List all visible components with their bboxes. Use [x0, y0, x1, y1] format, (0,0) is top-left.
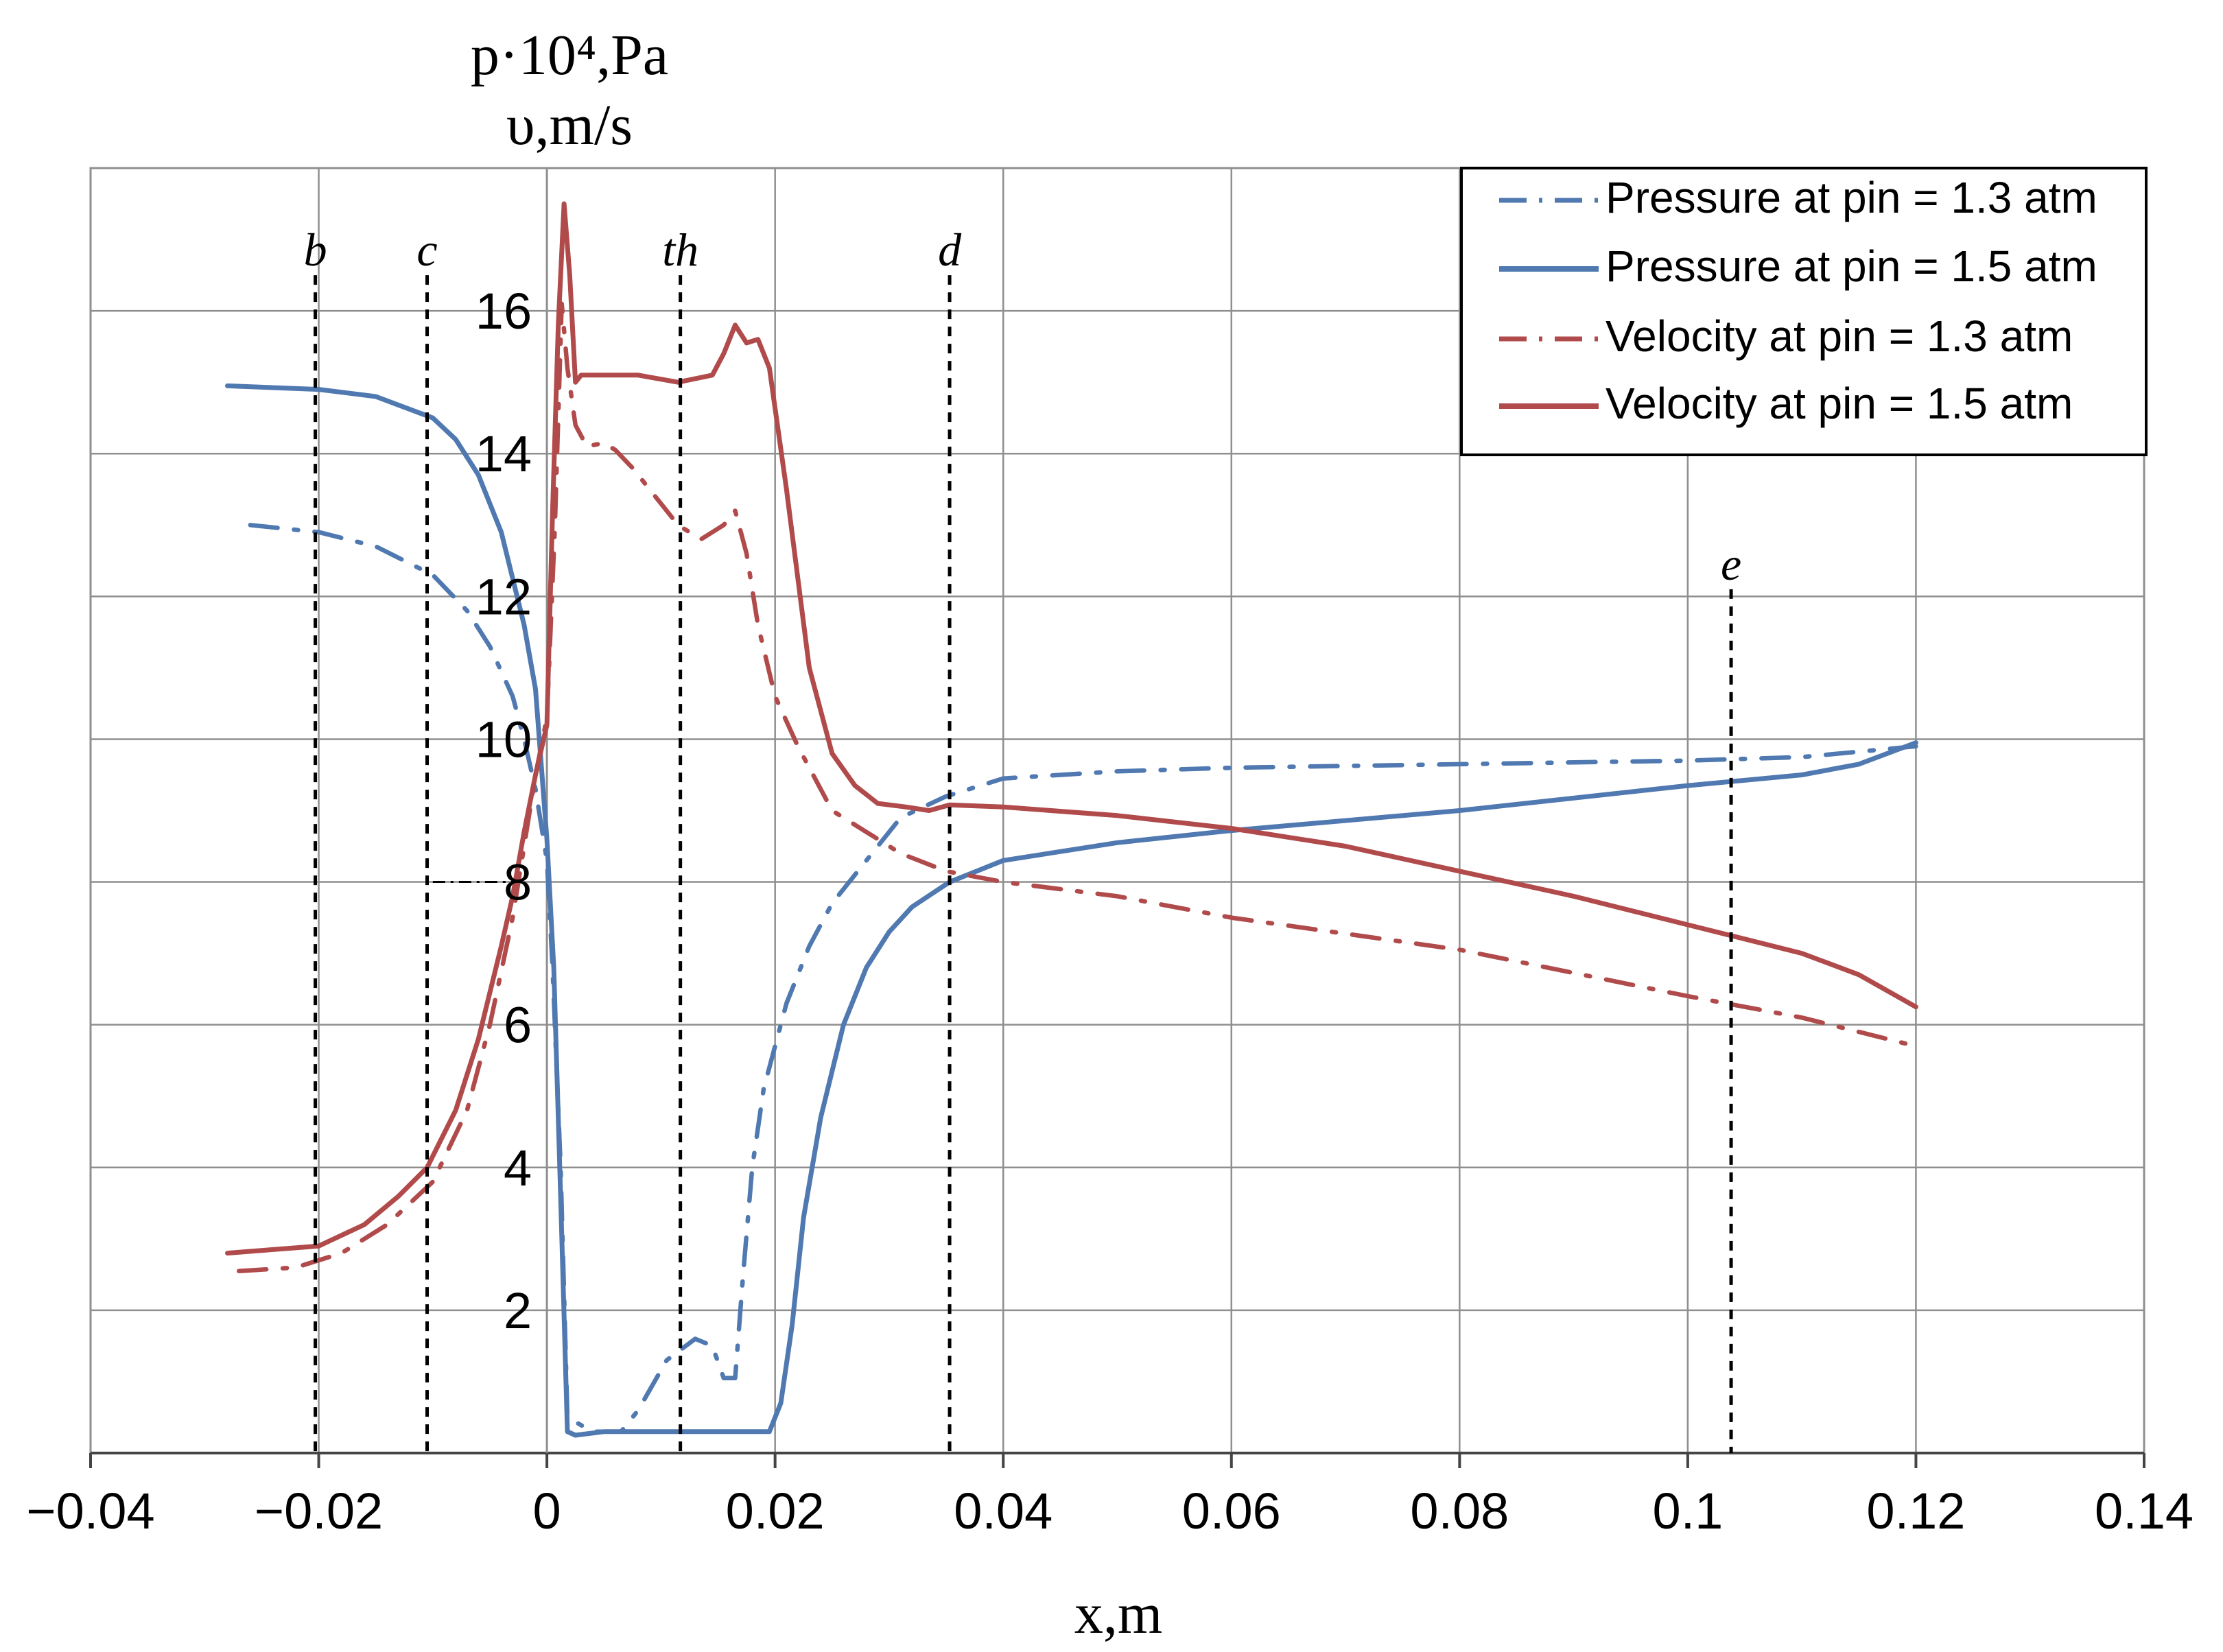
y-tick-label-4: 10: [475, 711, 532, 768]
y-tick-label-7: 16: [475, 283, 532, 340]
y-tick-label-3: 8: [504, 854, 532, 911]
y-tick-label-0: 2: [504, 1282, 532, 1339]
x-tick-label-1: −0.02: [255, 1483, 383, 1539]
marker-label-b: b: [304, 224, 327, 276]
x-tick-label-6: 0.08: [1410, 1483, 1509, 1539]
x-tick-label-7: 0.1: [1652, 1483, 1723, 1539]
y-tick-label-5: 12: [475, 568, 532, 625]
legend-label-velocity-15: Velocity at pin = 1.5 atm: [1606, 379, 2073, 428]
markers: b c th d e: [304, 224, 1741, 1453]
y-tick-labels: 2 4 6 8 10 12 14 16: [475, 283, 532, 1339]
y-axis-label-pressure: p·10⁴,Pa: [471, 23, 668, 87]
x-tick-label-9: 0.14: [2095, 1483, 2193, 1539]
series-line-velocity-at-pin-1-3-atm: [236, 301, 1918, 1273]
legend: Pressure at pin = 1.3 atm Pressure at pi…: [1460, 167, 2148, 456]
x-axis-label: x,m: [1074, 1582, 1162, 1646]
y-axis-label-velocity: υ,m/s: [506, 93, 633, 157]
marker-label-c: c: [416, 224, 437, 276]
marker-label-e: e: [1721, 538, 1741, 590]
x-tick-label-0: −0.04: [26, 1483, 154, 1539]
legend-label-velocity-13: Velocity at pin = 1.3 atm: [1606, 311, 2073, 361]
x-tick-label-3: 0.02: [726, 1483, 825, 1539]
x-tick-label-4: 0.04: [954, 1483, 1052, 1539]
y-tick-label-2: 6: [504, 997, 532, 1054]
x-tick-label-2: 0: [533, 1483, 561, 1539]
x-tick-label-5: 0.06: [1182, 1483, 1281, 1539]
series-line-velocity-at-pin-1-5-atm: [225, 201, 1918, 1256]
series-line-pressure-at-pin-1-3-atm: [248, 523, 1918, 1435]
series-line-pressure-at-pin-1-5-atm: [225, 383, 1918, 1438]
y-tick-label-6: 14: [475, 425, 532, 482]
x-tick-label-8: 0.12: [1866, 1483, 1965, 1539]
x-tick-labels: −0.04 −0.02 0 0.02 0.04 0.06 0.08 0.1 0.12 0.14: [26, 1483, 2193, 1539]
series-layer: [225, 201, 1918, 1438]
legend-label-pressure-13: Pressure at pin = 1.3 atm: [1606, 173, 2097, 222]
legend-label-pressure-15: Pressure at pin = 1.5 atm: [1606, 241, 2097, 291]
y-tick-label-1: 4: [504, 1140, 532, 1196]
marker-label-d: d: [938, 224, 962, 276]
marker-label-th: th: [662, 224, 698, 276]
